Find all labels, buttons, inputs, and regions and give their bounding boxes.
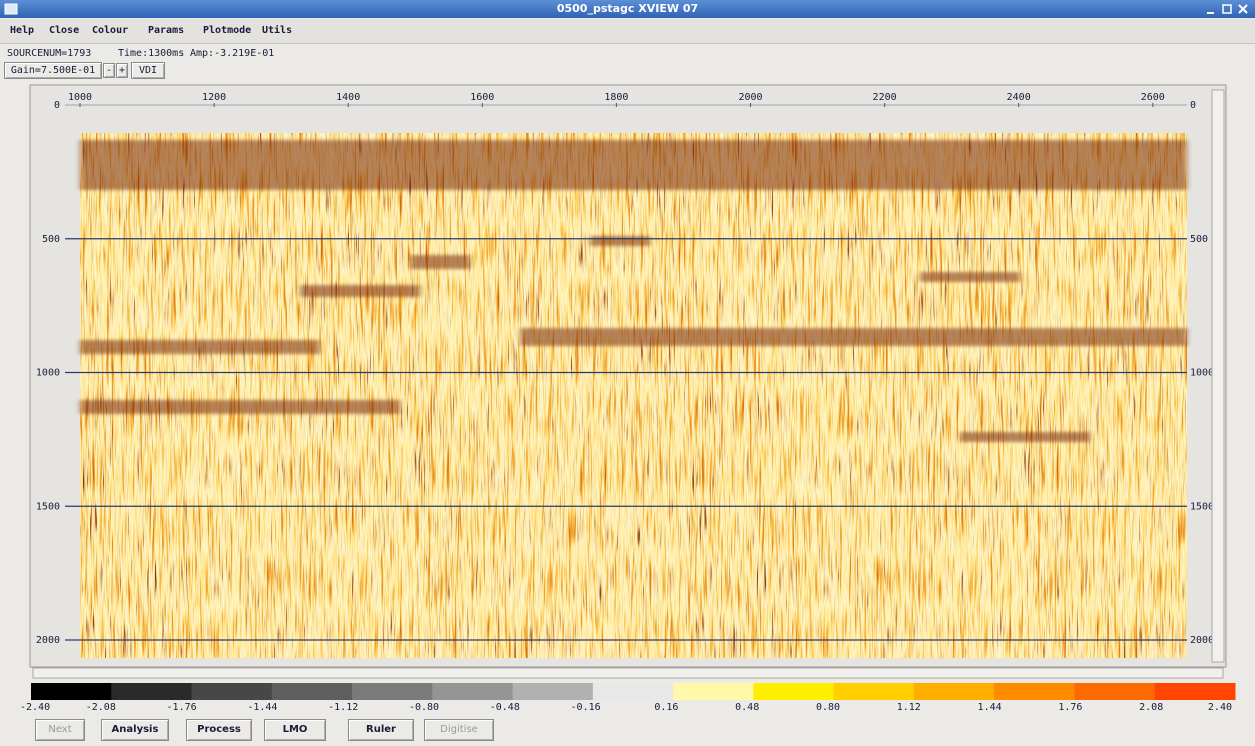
y-tick-label-right: 500 [1190,234,1208,245]
colorbar-label: -1.76 [167,702,197,713]
colorbar-label: -0.80 [409,702,439,713]
action-button[interactable]: Process [186,719,252,741]
colorbar-label: -2.08 [86,702,116,713]
colorbar-label: -0.48 [490,702,520,713]
action-button[interactable]: LMO [264,719,326,741]
colorbar-label: -2.40 [20,702,50,713]
x-tick-label: 1800 [604,92,628,103]
y-tick-label-right: 2000 [1190,635,1214,646]
colorbar-label: 0.80 [816,702,840,713]
x-tick-label: 1400 [336,92,360,103]
action-button: Digitise [424,719,494,741]
color-swatch [272,683,353,700]
color-swatch [111,683,192,700]
y-tick-label-left: 2000 [36,635,60,646]
y-tick-label-left: 1000 [36,368,60,379]
y-tick-label-right: 1500 [1190,501,1214,512]
colorbar-label: 2.08 [1139,702,1163,713]
colorbar-label: 0.48 [735,702,759,713]
x-tick-label: 1200 [202,92,226,103]
action-button[interactable]: Ruler [348,719,414,741]
colorbar-label: -0.16 [571,702,601,713]
x-tick-label: 2400 [1007,92,1031,103]
y-tick-label-left: 0 [54,100,60,111]
seismic-section [80,133,1187,658]
x-tick-label: 1600 [470,92,494,103]
colorbar-label: 2.40 [1208,702,1232,713]
action-button[interactable]: Analysis [101,719,169,741]
color-swatch [673,683,754,700]
x-tick-label: 2600 [1141,92,1165,103]
color-swatch [914,683,995,700]
colorbar-label: 0.16 [654,702,678,713]
y-tick-label-left: 500 [42,234,60,245]
colorbar-label: 1.44 [978,702,1002,713]
x-tick-label: 2200 [873,92,897,103]
y-tick-label-right: 1000 [1190,368,1214,379]
color-swatch [994,683,1075,700]
x-tick-label: 2000 [738,92,762,103]
color-swatch [834,683,915,700]
colorbar-label: -1.44 [247,702,277,713]
color-swatch [593,683,674,700]
vertical-scrollbar[interactable] [1212,90,1224,662]
color-swatch [192,683,273,700]
color-swatch [513,683,594,700]
plot-area: 1000 1200 1400 1600 1800 2000 2200 2400 2600 0 0 50… [0,0,1255,746]
colorbar-label: 1.12 [897,702,921,713]
color-swatch [31,683,112,700]
y-tick-label-left: 1500 [36,501,60,512]
color-swatch [753,683,834,700]
color-swatch [1155,683,1236,700]
colorbar-label: -1.12 [328,702,358,713]
y-tick-label-right: 0 [1190,100,1196,111]
action-button: Next [35,719,85,741]
colorbar-label: 1.76 [1058,702,1082,713]
app-window: {"window": {"title": "0500_pstagc XVIEW … [0,0,1255,746]
x-tick-label: 1000 [68,92,92,103]
horizontal-scrollbar[interactable] [33,668,1223,678]
color-swatch [352,683,433,700]
color-swatch [1074,683,1155,700]
color-swatch [432,683,513,700]
